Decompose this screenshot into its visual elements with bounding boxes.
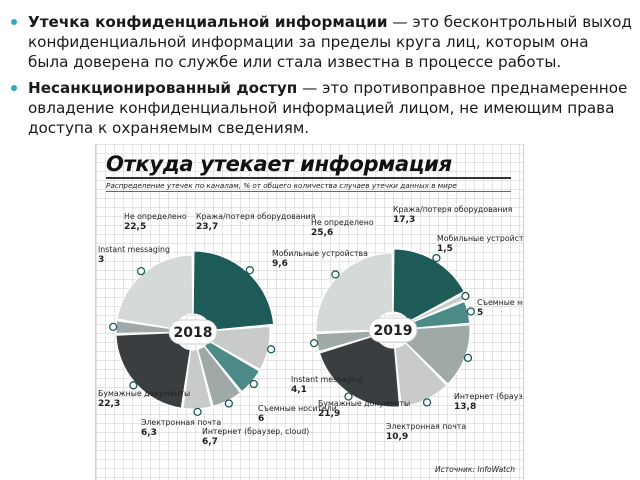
slice-label: Электронная почта 10,9 bbox=[386, 422, 466, 442]
definition-text: — это противоправное преднамеренное овла… bbox=[28, 79, 628, 137]
slice-label: Кража/потеря оборудования 23,7 bbox=[196, 212, 316, 232]
slice-marker-dot bbox=[331, 270, 340, 279]
bullet-dot-icon bbox=[11, 85, 17, 91]
donut-slice bbox=[192, 250, 275, 331]
slice-marker-dot bbox=[136, 266, 146, 276]
slice-marker-dot bbox=[249, 379, 258, 389]
year-badge bbox=[368, 317, 418, 343]
slice-label: Интернет (браузер, cloud)13,8 bbox=[454, 392, 523, 412]
slice-label: Интернет (браузер, cloud) 6,7 bbox=[202, 427, 309, 447]
slice-label: Мобильные устройства1,5 bbox=[437, 234, 523, 254]
definition-item-unauthorized-access: Несанкционированный доступ — это противо… bbox=[10, 78, 632, 138]
slice-label: Бумажные документы 22,3 bbox=[98, 389, 190, 409]
slice-marker-dot bbox=[193, 407, 202, 417]
definitions-list: Утечка конфиденциальной информации — это… bbox=[10, 12, 632, 144]
slice-label: Съемные носители 6 bbox=[258, 404, 337, 424]
slice-label: Кража/потеря оборудования 17,3 bbox=[393, 205, 513, 225]
definition-item-leak: Утечка конфиденциальной информации — это… bbox=[10, 12, 632, 72]
slice-marker-dot bbox=[109, 322, 118, 332]
slice-label: Мобильные устройства 9,6 bbox=[272, 249, 368, 269]
definition-term: Несанкционированный доступ bbox=[28, 79, 298, 97]
year-label: 2019 bbox=[374, 323, 413, 339]
definition-text: — это бесконтрольный выход конфиденциаль… bbox=[28, 13, 632, 71]
chart-source: Источник: InfoWatch bbox=[435, 465, 515, 474]
slice-marker-dot bbox=[432, 253, 441, 263]
slice-marker-dot bbox=[344, 392, 353, 401]
donut-slice bbox=[115, 332, 191, 409]
year-badge bbox=[168, 319, 218, 345]
donut-slice bbox=[116, 254, 194, 330]
slice-marker-dot bbox=[461, 291, 470, 301]
subtitle-divider bbox=[106, 191, 511, 192]
slice-label: Instant messaging 3 bbox=[98, 245, 170, 265]
donut-charts: Кража/потеря оборудования 23,7 Мобильные у… bbox=[98, 205, 523, 447]
slice-label: Instant messaging 4,1 bbox=[291, 375, 363, 395]
slice-marker-dot bbox=[463, 353, 473, 363]
chart-subtitle: Распределение утечек по каналам, % от об… bbox=[106, 181, 457, 190]
donut-slice bbox=[392, 248, 465, 323]
donut-slice bbox=[197, 345, 242, 407]
slice-marker-dot bbox=[245, 266, 255, 275]
donut-slice bbox=[394, 342, 448, 408]
slice-marker-dot bbox=[266, 345, 276, 354]
slice-label: Не определено 22,5 bbox=[124, 212, 187, 232]
slice-label: Бумажные документы 21,9 bbox=[318, 399, 410, 419]
slice-marker-dot bbox=[422, 398, 432, 407]
title-divider bbox=[106, 177, 511, 179]
bullet-dot-icon bbox=[11, 19, 17, 25]
definition-term: Утечка конфиденциальной информации bbox=[28, 13, 388, 31]
slice-marker-dot bbox=[309, 338, 319, 348]
year-label: 2018 bbox=[174, 325, 213, 341]
slice-label: Не определено 25,6 bbox=[311, 218, 374, 238]
chart-title: Откуда утекает информация bbox=[106, 152, 452, 176]
slice-label: Съемные носители5 bbox=[477, 298, 523, 318]
slice-marker-dot bbox=[129, 381, 138, 390]
slice-marker-dot bbox=[466, 307, 475, 316]
infographic-panel: Откуда утекает информация Распределение … bbox=[95, 144, 524, 480]
slice-marker-dot bbox=[224, 399, 233, 408]
slice-label: Электронная почта 6,3 bbox=[141, 418, 221, 438]
donut-slice bbox=[318, 334, 401, 408]
